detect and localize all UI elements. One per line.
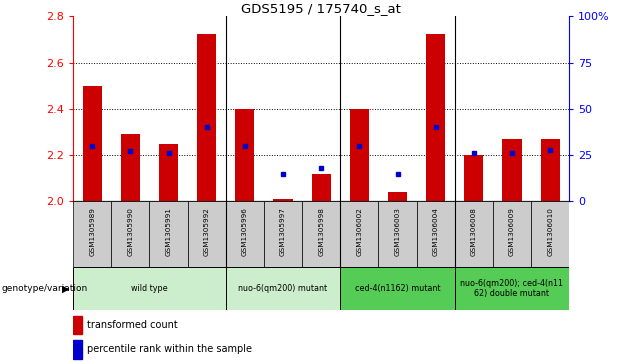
Text: GSM1305992: GSM1305992 [204,207,210,256]
Text: wild type: wild type [131,284,168,293]
Bar [73,315,82,334]
Bar [121,134,140,201]
Bar [455,201,493,267]
Text: GSM1306009: GSM1306009 [509,207,515,256]
Text: transformed count: transformed count [87,319,178,330]
Bar [417,201,455,267]
Text: nuo-6(qm200); ced-4(n11
62) double mutant: nuo-6(qm200); ced-4(n11 62) double mutan… [460,279,563,298]
Bar [464,155,483,201]
Text: GSM1306003: GSM1306003 [394,207,401,256]
Bar [531,201,569,267]
Bar [149,201,188,267]
Title: GDS5195 / 175740_s_at: GDS5195 / 175740_s_at [241,2,401,15]
Bar [388,192,407,201]
Text: GSM1305989: GSM1305989 [89,207,95,256]
Text: GSM1305991: GSM1305991 [165,207,172,256]
Bar [73,267,226,310]
Bar [455,267,569,310]
Bar [350,109,369,201]
Bar [226,267,340,310]
Text: genotype/variation: genotype/variation [1,284,88,293]
Bar [541,139,560,201]
Bar [197,34,216,201]
Bar [111,201,149,267]
Text: GSM1306010: GSM1306010 [547,207,553,256]
Bar [73,201,111,267]
Bar [312,174,331,201]
Bar [502,139,522,201]
Bar [159,144,178,201]
Text: GSM1305997: GSM1305997 [280,207,286,256]
Bar [226,201,264,267]
Bar [493,201,531,267]
Bar [378,201,417,267]
Bar [273,199,293,201]
Text: GSM1306008: GSM1306008 [471,207,477,256]
Text: GSM1305996: GSM1305996 [242,207,248,256]
Bar [188,201,226,267]
Text: percentile rank within the sample: percentile rank within the sample [87,344,252,354]
Text: ▶: ▶ [62,284,69,294]
Text: GSM1306004: GSM1306004 [432,207,439,256]
Text: ced-4(n1162) mutant: ced-4(n1162) mutant [355,284,440,293]
Bar [264,201,302,267]
Text: GSM1305998: GSM1305998 [318,207,324,256]
Bar [340,267,455,310]
Bar [235,109,254,201]
Bar [83,86,102,201]
Text: nuo-6(qm200) mutant: nuo-6(qm200) mutant [238,284,328,293]
Bar [340,201,378,267]
Bar [302,201,340,267]
Bar [73,340,82,359]
Bar [426,34,445,201]
Text: GSM1305990: GSM1305990 [127,207,134,256]
Text: GSM1306002: GSM1306002 [356,207,363,256]
